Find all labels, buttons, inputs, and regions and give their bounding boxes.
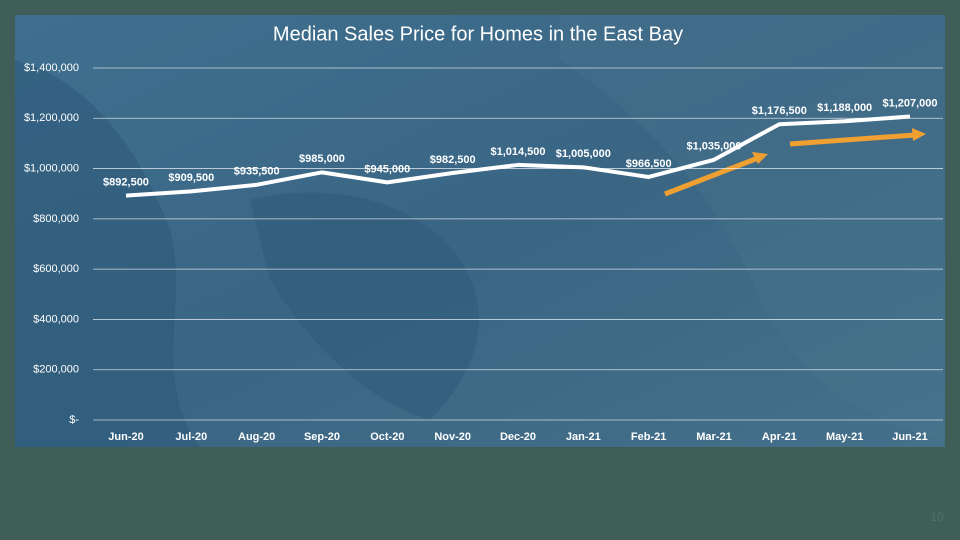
x-tick-label: Jun-20 [108, 431, 143, 443]
y-tick-label: $200,000 [33, 364, 79, 376]
arrow-head [752, 152, 768, 164]
data-label: $1,005,000 [556, 148, 611, 160]
x-tick-label: Feb-21 [631, 431, 666, 443]
page-number: 10 [930, 510, 944, 524]
data-label: $1,014,500 [490, 146, 545, 158]
data-label: $935,500 [234, 166, 280, 178]
x-tick-label: May-21 [826, 431, 863, 443]
map-water [15, 60, 200, 447]
x-tick-label: Mar-21 [696, 431, 731, 443]
x-tick-label: Dec-20 [500, 431, 536, 443]
data-label: $1,176,500 [752, 105, 807, 117]
x-tick-label: Aug-20 [238, 431, 275, 443]
data-label: $909,500 [168, 172, 214, 184]
y-tick-label: $1,400,000 [24, 62, 79, 74]
y-tick-label: $600,000 [33, 263, 79, 275]
y-tick-label: $1,000,000 [24, 162, 79, 174]
x-tick-label: Apr-21 [762, 431, 797, 443]
data-label: $945,000 [364, 163, 410, 175]
y-tick-label: $1,200,000 [24, 112, 79, 124]
data-label: $892,500 [103, 177, 149, 189]
arrow-head [912, 128, 926, 141]
y-tick-label: $400,000 [33, 313, 79, 325]
y-tick-label: $- [69, 414, 79, 426]
data-label: $1,188,000 [817, 102, 872, 114]
x-tick-label: Jul-20 [175, 431, 207, 443]
arrow [789, 132, 916, 147]
y-tick-label: $800,000 [33, 213, 79, 225]
arrows [664, 128, 926, 197]
series-line [125, 114, 911, 198]
x-tick-label: Nov-20 [434, 431, 471, 443]
data-label: $985,000 [299, 153, 345, 165]
map-bay [250, 192, 479, 420]
chart-title: Median Sales Price for Homes in the East… [273, 23, 683, 45]
data-label: $1,035,000 [686, 141, 741, 153]
data-label: $966,500 [626, 158, 672, 170]
x-tick-label: Sep-20 [304, 431, 340, 443]
x-tick-label: Jun-21 [892, 431, 927, 443]
x-tick-label: Jan-21 [566, 431, 601, 443]
arrow [664, 155, 759, 197]
data-label: $1,207,000 [882, 97, 937, 109]
x-tick-label: Oct-20 [370, 431, 404, 443]
data-label: $982,500 [430, 154, 476, 166]
